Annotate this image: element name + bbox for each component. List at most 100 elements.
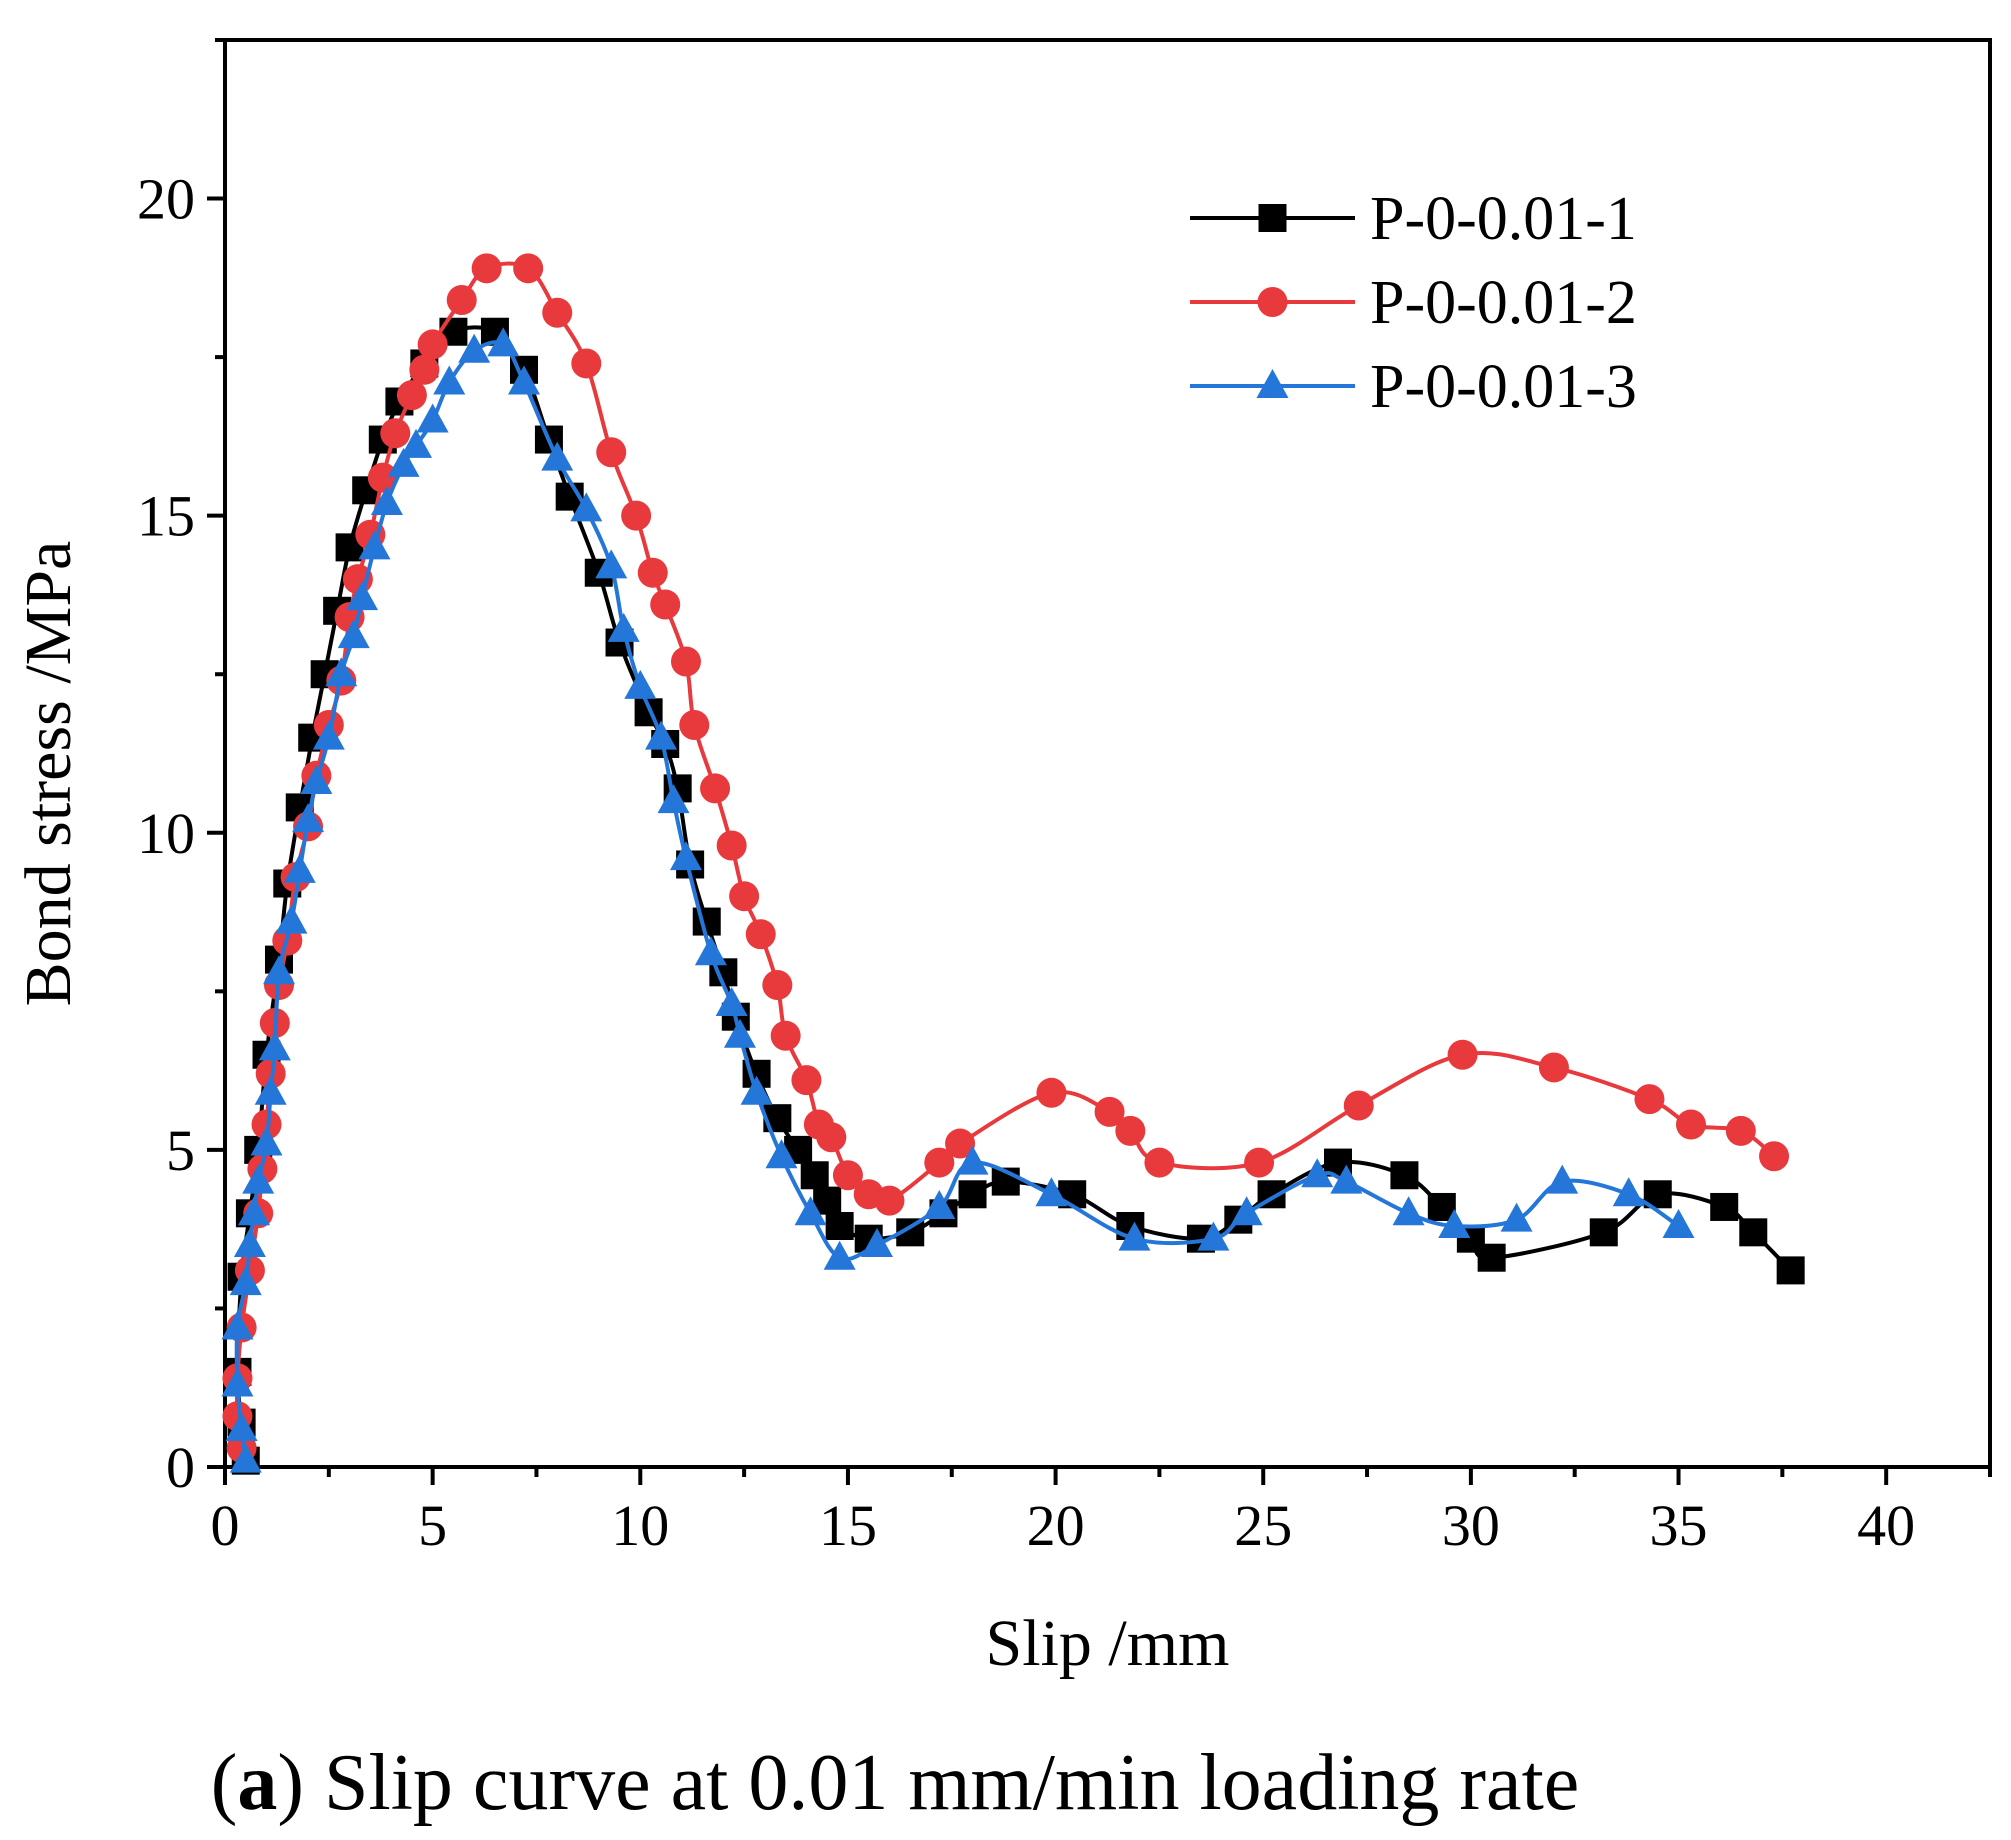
- series-P-0-0.01-1: [223, 317, 1805, 1475]
- data-point: [254, 1075, 287, 1105]
- data-point: [292, 803, 325, 833]
- data-point: [765, 1139, 798, 1169]
- data-point: [645, 720, 678, 750]
- data-point: [669, 841, 702, 871]
- data-point: [1197, 1221, 1230, 1251]
- legend-marker: [1258, 204, 1287, 232]
- data-point: [337, 619, 370, 649]
- data-point: [770, 1020, 801, 1051]
- data-point: [417, 329, 448, 360]
- legend-label: P-0-0.01-2: [1370, 269, 1637, 337]
- data-point: [1330, 1164, 1363, 1194]
- data-point: [283, 853, 316, 883]
- data-point: [794, 1196, 827, 1226]
- legend-item: P-0-0.01-1: [1190, 185, 1637, 253]
- data-point: [275, 904, 308, 934]
- data-point: [624, 669, 657, 699]
- data-point: [823, 1240, 856, 1270]
- x-tick-label: 0: [211, 1493, 240, 1558]
- data-point: [221, 1367, 254, 1397]
- data-point: [715, 987, 748, 1017]
- data-point: [1589, 1218, 1618, 1247]
- series-line: [235, 325, 1793, 1461]
- x-tick-label: 20: [1027, 1493, 1085, 1558]
- x-tick-label: 15: [819, 1493, 877, 1558]
- data-point: [1144, 1147, 1175, 1178]
- data-point: [945, 1128, 976, 1159]
- data-point: [300, 765, 333, 795]
- data-point: [607, 612, 640, 642]
- series-P-0-0.01-3: [221, 327, 1695, 1473]
- data-point: [694, 936, 727, 966]
- data-point: [740, 1075, 773, 1105]
- legend-marker: [1257, 287, 1288, 317]
- data-point: [1392, 1196, 1425, 1226]
- data-point: [225, 1411, 258, 1441]
- data-point: [791, 1065, 822, 1096]
- data-point: [570, 492, 603, 522]
- data-point: [825, 1211, 854, 1240]
- data-point: [1230, 1196, 1263, 1226]
- data-point: [571, 348, 602, 379]
- data-point: [513, 253, 544, 284]
- axes-layer: 0 5 10 15 20 25 30 35 40 0 5 10 15 20: [137, 38, 1992, 1558]
- data-point: [800, 1161, 829, 1190]
- data-point: [387, 447, 420, 477]
- data-point: [1776, 1256, 1805, 1285]
- data-point: [258, 1031, 291, 1061]
- data-point: [370, 485, 403, 515]
- x-axis-title: Slip /mm: [986, 1607, 1230, 1680]
- y-tick-label: 10: [137, 801, 195, 866]
- data-point: [542, 297, 573, 328]
- data-point: [1500, 1202, 1533, 1232]
- x-tick-label: 5: [418, 1493, 447, 1558]
- data-point: [745, 919, 776, 950]
- data-point: [816, 1122, 847, 1153]
- data-point: [471, 253, 502, 284]
- caption-label: a: [237, 1739, 278, 1827]
- legend: P-0-0.01-1 P-0-0.01-2 P-0-0.01-3: [1190, 185, 1637, 421]
- data-point: [621, 500, 652, 531]
- data-point: [1301, 1158, 1334, 1188]
- data-point: [1390, 1161, 1419, 1190]
- data-point: [346, 581, 379, 611]
- data-point: [250, 1126, 283, 1156]
- data-point: [541, 441, 574, 471]
- data-point: [358, 530, 391, 560]
- data-point: [396, 380, 427, 411]
- data-point: [458, 333, 491, 363]
- legend-label: P-0-0.01-1: [1370, 185, 1637, 253]
- data-point: [238, 1196, 271, 1226]
- legend-item: P-0-0.01-2: [1190, 269, 1637, 337]
- caption-text: Slip curve at 0.01 mm/min loading rate: [323, 1739, 1580, 1827]
- data-point: [1675, 1109, 1706, 1140]
- data-point: [242, 1164, 275, 1194]
- data-point: [700, 773, 731, 804]
- data-point: [1634, 1084, 1665, 1115]
- data-point: [723, 1018, 756, 1048]
- data-point: [325, 657, 358, 687]
- data-point: [1447, 1039, 1478, 1070]
- series-line: [234, 261, 1776, 1449]
- data-point: [1118, 1221, 1151, 1251]
- y-tick-label: 20: [137, 167, 195, 232]
- data-point: [409, 354, 440, 385]
- data-point: [1036, 1077, 1067, 1108]
- series-P-0-0.01-2: [222, 253, 1790, 1463]
- x-tick-label: 40: [1857, 1493, 1915, 1558]
- data-point: [1662, 1208, 1695, 1238]
- data-point: [762, 969, 793, 1000]
- data-point: [416, 403, 449, 433]
- data-point: [924, 1147, 955, 1178]
- series-line: [234, 340, 1680, 1461]
- data-point: [637, 557, 668, 588]
- legend-marker: [1256, 369, 1289, 398]
- data-point: [692, 907, 721, 936]
- data-point: [874, 1185, 905, 1216]
- data-point: [433, 365, 466, 395]
- data-point: [650, 589, 681, 620]
- data-point: [657, 784, 690, 814]
- data-point: [716, 830, 747, 861]
- data-point: [400, 428, 433, 458]
